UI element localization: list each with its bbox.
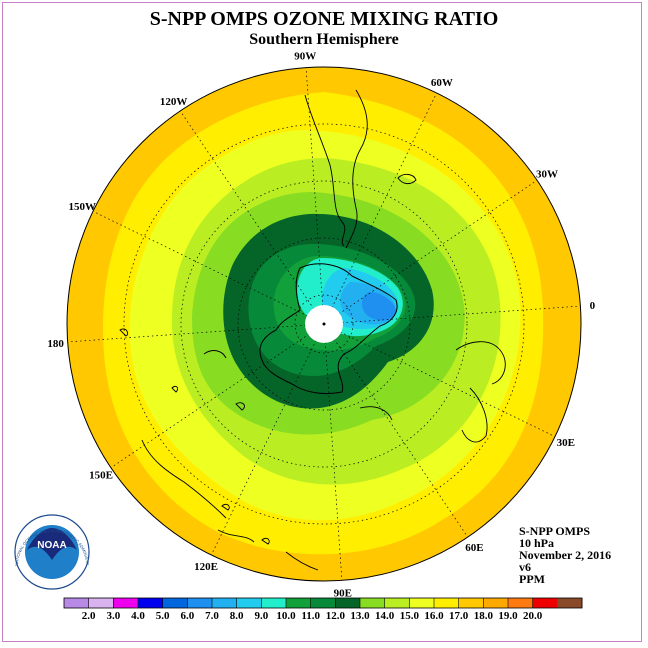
longitude-label: 30W <box>536 169 558 181</box>
colorbar-tick-labels: 2.0 3.0 4.0 5.0 6.0 7.0 8.0 9.0 10.0 11.0 12.0 13.0… <box>82 610 543 622</box>
colorbar-tick-label: 17.0 <box>449 610 469 622</box>
colorbar-swatch <box>113 598 139 608</box>
colorbar-swatch <box>162 598 188 608</box>
coastlines <box>119 89 506 571</box>
graticule <box>67 67 581 581</box>
colorbar-tick-label: 4.0 <box>131 610 145 622</box>
longitude-label: 60W <box>431 77 453 89</box>
colorbar-tick-label: 10.0 <box>276 610 296 622</box>
longitude-label: 60E <box>465 542 483 554</box>
longitude-labels: 90W 60W 30W 0 30E 60E 90E 120E 150E 180 150W 120W <box>47 51 595 600</box>
colorbar-tick-label: 2.0 <box>82 610 96 622</box>
colorbar-swatch <box>236 598 262 608</box>
colorbar-tick-label: 15.0 <box>400 610 420 622</box>
colorbar-tick-label: 7.0 <box>205 610 219 622</box>
longitude-label: 90W <box>294 51 316 63</box>
colorbar-border <box>63 597 583 609</box>
pole-point <box>322 322 326 326</box>
figure-title: S-NPP OMPS OZONE MIXING RATIO <box>149 8 499 30</box>
colorbar-tick-label: 6.0 <box>180 610 194 622</box>
colorbar-tick-label: 13.0 <box>350 610 370 622</box>
colorbar-swatch <box>434 598 460 608</box>
longitude-label: 150E <box>89 469 113 481</box>
colorbar-tick-label: 5.0 <box>156 610 170 622</box>
colorbar-swatch <box>384 598 410 608</box>
antarctica <box>259 263 398 395</box>
colorbar-swatch <box>360 598 386 608</box>
colorbar-tick-label: 12.0 <box>326 610 346 622</box>
longitude-label: 30E <box>557 437 575 449</box>
longitude-label: 90E <box>334 587 352 599</box>
longitude-label: 120E <box>194 561 218 573</box>
colorbar-swatch <box>212 598 238 608</box>
colorbar-swatch <box>187 598 213 608</box>
info-version: v6 <box>519 560 531 574</box>
info-level: 10 hPa <box>519 536 555 550</box>
colorbar-swatch <box>286 598 312 608</box>
longitude-label: 0 <box>590 300 596 312</box>
colorbar-swatch <box>508 598 534 608</box>
map-boundary <box>66 66 582 582</box>
longitude-label: 150W <box>68 201 96 213</box>
colorbar-tick-label: 16.0 <box>424 610 444 622</box>
info-units: PPM <box>519 572 545 586</box>
colorbar-tick-label: 19.0 <box>498 610 518 622</box>
noaa-logo-text: NOAA <box>37 540 66 551</box>
longitude-label: 180 <box>47 338 64 350</box>
colorbar-swatch <box>458 598 484 608</box>
colorbar-swatch <box>88 598 114 608</box>
colorbar-tick-label: 14.0 <box>375 610 395 622</box>
colorbar-swatch <box>64 598 90 608</box>
colorbar-tick-label: 8.0 <box>230 610 244 622</box>
colorbar-tick-label: 11.0 <box>301 610 320 622</box>
colorbar-swatch <box>138 598 164 608</box>
colorbar <box>63 597 583 609</box>
longitude-label: 120W <box>160 96 188 108</box>
colorbar-tick-label: 3.0 <box>106 610 120 622</box>
info-instrument: S-NPP OMPS <box>519 524 590 538</box>
figure-subtitle: Southern Hemisphere <box>249 31 399 48</box>
colorbar-tick-label: 9.0 <box>254 610 268 622</box>
colorbar-swatch <box>557 598 583 608</box>
colorbar-swatch <box>409 598 435 608</box>
colorbar-swatch <box>310 598 336 608</box>
info-date: November 2, 2016 <box>519 548 612 562</box>
figure-frame <box>2 2 642 642</box>
colorbar-swatch <box>483 598 509 608</box>
colorbar-tick-label: 20.0 <box>523 610 543 622</box>
colorbar-tick-label: 18.0 <box>474 610 494 622</box>
ozone-contours <box>67 67 581 581</box>
colorbar-swatch <box>335 598 361 608</box>
colorbar-swatch <box>532 598 558 608</box>
noaa-gull-icon <box>27 528 77 560</box>
colorbar-swatch <box>261 598 287 608</box>
